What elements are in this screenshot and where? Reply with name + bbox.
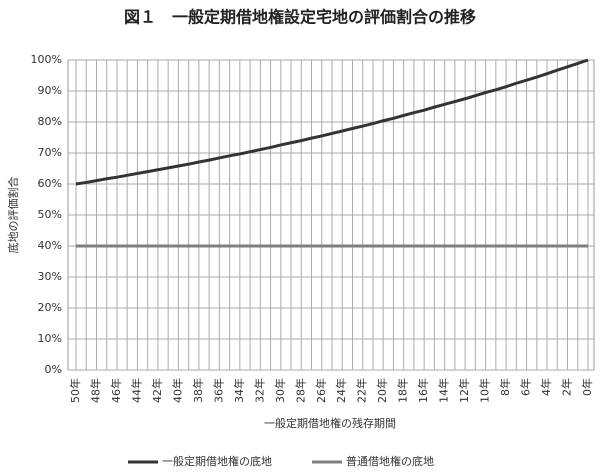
x-tick-label: 36年 [211, 378, 225, 403]
x-tick-label: 8年 [498, 378, 512, 396]
x-tick-label: 34年 [232, 378, 246, 403]
x-tick-label: 46年 [109, 378, 123, 403]
x-tick-label: 32年 [252, 378, 266, 403]
x-tick-label: 4年 [539, 378, 553, 396]
x-tick-label: 48年 [88, 378, 102, 403]
x-tick-label: 30年 [273, 378, 287, 403]
x-tick-label: 26年 [314, 378, 328, 403]
x-tick-label: 14年 [437, 378, 451, 403]
x-tick-label: 42年 [150, 378, 164, 403]
x-tick-label: 0年 [580, 378, 594, 396]
series-line [75, 58, 589, 186]
y-tick-label: 80% [38, 115, 62, 128]
y-tick-label: 90% [38, 84, 62, 97]
x-tick-label: 12年 [457, 378, 471, 403]
x-tick-label: 18年 [396, 378, 410, 403]
x-tick-label: 6年 [519, 378, 533, 396]
y-tick-label: 10% [38, 332, 62, 345]
x-tick-label: 40年 [170, 378, 184, 403]
y-tick-label: 30% [38, 270, 62, 283]
legend-label: 一般定期借地権の底地 [162, 454, 272, 468]
x-tick-label: 22年 [355, 378, 369, 403]
x-tick-label: 44年 [129, 378, 143, 403]
x-tick-label: 10年 [478, 378, 492, 403]
y-tick-label: 0% [45, 363, 62, 376]
y-axis-label: 底地の評価割合 [6, 177, 20, 254]
chart-title: 図１ 一般定期借地権設定宅地の評価割合の推移 [124, 8, 476, 27]
x-tick-label: 24年 [334, 378, 348, 403]
x-axis-label: 一般定期借地権の残存期間 [264, 416, 396, 430]
y-tick-label: 20% [38, 301, 62, 314]
y-tick-label: 60% [38, 177, 62, 190]
x-tick-label: 38年 [191, 378, 205, 403]
y-tick-label: 40% [38, 239, 62, 252]
x-tick-label: 50年 [68, 378, 82, 403]
legend-label: 普通借地権の底地 [346, 454, 434, 468]
x-tick-label: 2年 [560, 378, 574, 396]
y-tick-label: 50% [38, 208, 62, 221]
y-tick-label: 70% [38, 146, 62, 159]
y-tick-label: 100% [31, 53, 62, 66]
x-tick-label: 20年 [375, 378, 389, 403]
x-tick-label: 28年 [293, 378, 307, 403]
x-tick-label: 16年 [416, 378, 430, 403]
